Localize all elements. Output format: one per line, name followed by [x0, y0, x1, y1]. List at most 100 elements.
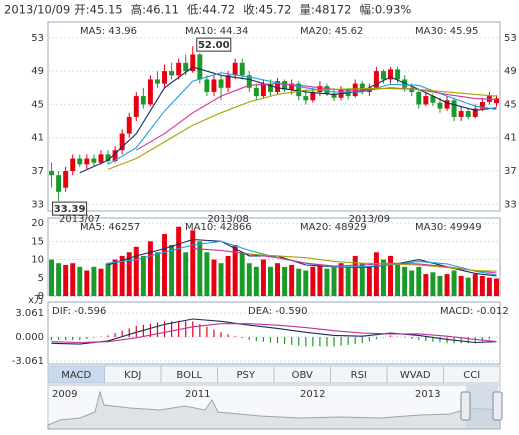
- ma-line: [107, 88, 497, 170]
- candle-body: [303, 96, 309, 101]
- navigator-handle[interactable]: [492, 391, 503, 421]
- volume-bar: [126, 252, 132, 296]
- y-tick-label: 15: [31, 236, 44, 247]
- candle-body: [444, 100, 450, 109]
- candle-body: [267, 83, 273, 92]
- candle-body: [197, 54, 203, 80]
- header-item: 量:48172: [299, 3, 351, 17]
- header-item: 收:45.72: [243, 3, 291, 17]
- candle-body: [49, 171, 55, 176]
- volume-bar: [444, 274, 450, 296]
- candle-body: [388, 69, 394, 80]
- volume-bar: [232, 244, 238, 296]
- y-tick-label: 3.061: [15, 308, 44, 319]
- volume-bar: [140, 255, 146, 296]
- candle-body: [133, 96, 139, 117]
- volume-bar: [218, 263, 224, 296]
- price-panel: [47, 21, 501, 212]
- candle-body: [380, 71, 386, 80]
- candle-body: [225, 75, 231, 88]
- tab-label[interactable]: KDJ: [124, 370, 141, 381]
- volume-bar: [162, 234, 168, 296]
- candle-body: [56, 175, 62, 192]
- candle-body: [126, 116, 132, 134]
- volume-bar: [458, 275, 464, 296]
- candle-body: [275, 81, 281, 92]
- volume-bar: [289, 265, 295, 296]
- volume-bar: [409, 270, 415, 296]
- annotation-box: [52, 201, 88, 216]
- y-tick-label-right: 45: [504, 99, 517, 110]
- y-tick-label: 0.000: [15, 332, 44, 343]
- candle-body: [430, 96, 436, 103]
- candle-body: [458, 111, 464, 117]
- volume-bar: [84, 270, 90, 296]
- volume-bar: [486, 277, 492, 296]
- x-tick-label: 2013/09: [349, 214, 391, 225]
- candle-body: [282, 81, 288, 90]
- y-tick-label: 0: [38, 291, 44, 302]
- volume-bar: [169, 244, 175, 296]
- candle-body: [409, 87, 415, 92]
- tab-label[interactable]: BOLL: [176, 370, 202, 381]
- volume-bar: [70, 263, 76, 296]
- tab-label[interactable]: RSI: [351, 370, 367, 381]
- volume-bar: [147, 241, 153, 296]
- header-item: 低:44.72: [187, 3, 235, 17]
- legend-entry: MA20: 48929: [300, 222, 367, 233]
- candle-body: [63, 171, 69, 188]
- tab-label[interactable]: WVAD: [400, 370, 431, 381]
- y-tick-label-right: 41: [504, 133, 517, 144]
- candle-body: [169, 71, 175, 76]
- tab[interactable]: [443, 365, 501, 384]
- candle-body: [493, 98, 499, 104]
- volume-bar: [63, 265, 69, 296]
- volume-bar: [239, 252, 245, 296]
- volume-bar: [402, 266, 408, 296]
- volume-bar: [352, 255, 358, 296]
- y-tick-label: 41: [31, 133, 44, 144]
- tab-label[interactable]: CCI: [463, 370, 480, 381]
- y-tick-label: 45: [31, 99, 44, 110]
- volume-bar: [380, 259, 386, 296]
- volume-bar: [133, 246, 139, 296]
- candle-body: [154, 79, 160, 84]
- navigator-label: 2013: [415, 389, 440, 400]
- ma-line: [79, 66, 497, 174]
- tab-label[interactable]: MACD: [61, 370, 91, 381]
- candle-body: [162, 71, 168, 84]
- candle-body: [218, 79, 224, 88]
- volume-bar: [98, 268, 104, 296]
- header-item: 2013/10/09: [4, 3, 70, 17]
- volume-bar: [359, 263, 365, 296]
- volume-bar: [437, 275, 443, 296]
- y-tick-label: 10: [31, 255, 44, 266]
- volume-bar: [275, 263, 281, 296]
- candle-body: [373, 71, 379, 88]
- volume-bar: [338, 263, 344, 296]
- ma-line: [192, 248, 497, 274]
- legend-entry: MA5: 46257: [80, 222, 140, 233]
- volume-bar: [246, 263, 252, 296]
- candle-body: [70, 158, 76, 172]
- tab-label[interactable]: PSY: [237, 370, 256, 381]
- ma-line: [249, 253, 497, 272]
- volume-bar: [303, 270, 309, 296]
- candle-body: [140, 96, 146, 105]
- navigator-handle[interactable]: [460, 391, 471, 421]
- legend-entry: DIF: -0.596: [52, 306, 106, 317]
- volume-bar: [56, 263, 62, 296]
- candle-body: [423, 96, 429, 105]
- navigator-label: 2012: [300, 389, 325, 400]
- candle-body: [105, 154, 111, 162]
- header-item: 高:46.11: [131, 3, 179, 17]
- legend-entry: DEA: -0.590: [248, 306, 307, 317]
- candle-body: [190, 54, 196, 72]
- volume-bar: [183, 252, 189, 296]
- candle-body: [395, 69, 401, 80]
- candle-body: [91, 158, 97, 163]
- tab-label[interactable]: OBV: [292, 370, 313, 381]
- candle-body: [331, 93, 337, 98]
- x-tick-label: 2013/08: [207, 214, 249, 225]
- y-tick-label: 53: [31, 33, 44, 44]
